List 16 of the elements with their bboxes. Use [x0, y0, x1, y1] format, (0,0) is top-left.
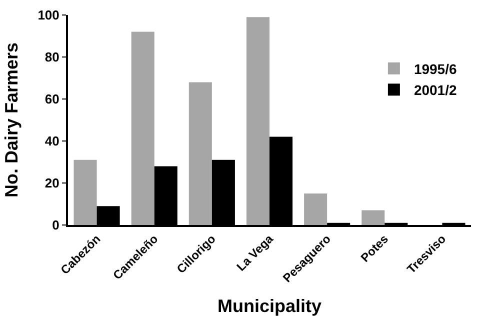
bar [304, 194, 328, 225]
y-tick-label: 60 [44, 92, 60, 107]
legend-label: 2001/2 [414, 82, 457, 98]
y-tick-label: 100 [38, 8, 60, 23]
bar [131, 32, 154, 225]
y-tick-label: 20 [44, 176, 60, 191]
bar [188, 82, 212, 225]
y-tick-label: 0 [52, 218, 60, 233]
bar [74, 160, 97, 225]
bar [246, 17, 270, 225]
x-axis-title: Municipality [217, 296, 322, 316]
bar [362, 210, 385, 225]
y-axis-title: No. Dairy Farmers [1, 42, 22, 198]
legend-label: 1995/6 [414, 60, 457, 77]
y-tick-label: 80 [44, 50, 60, 65]
y-tick-label: 40 [44, 134, 60, 149]
